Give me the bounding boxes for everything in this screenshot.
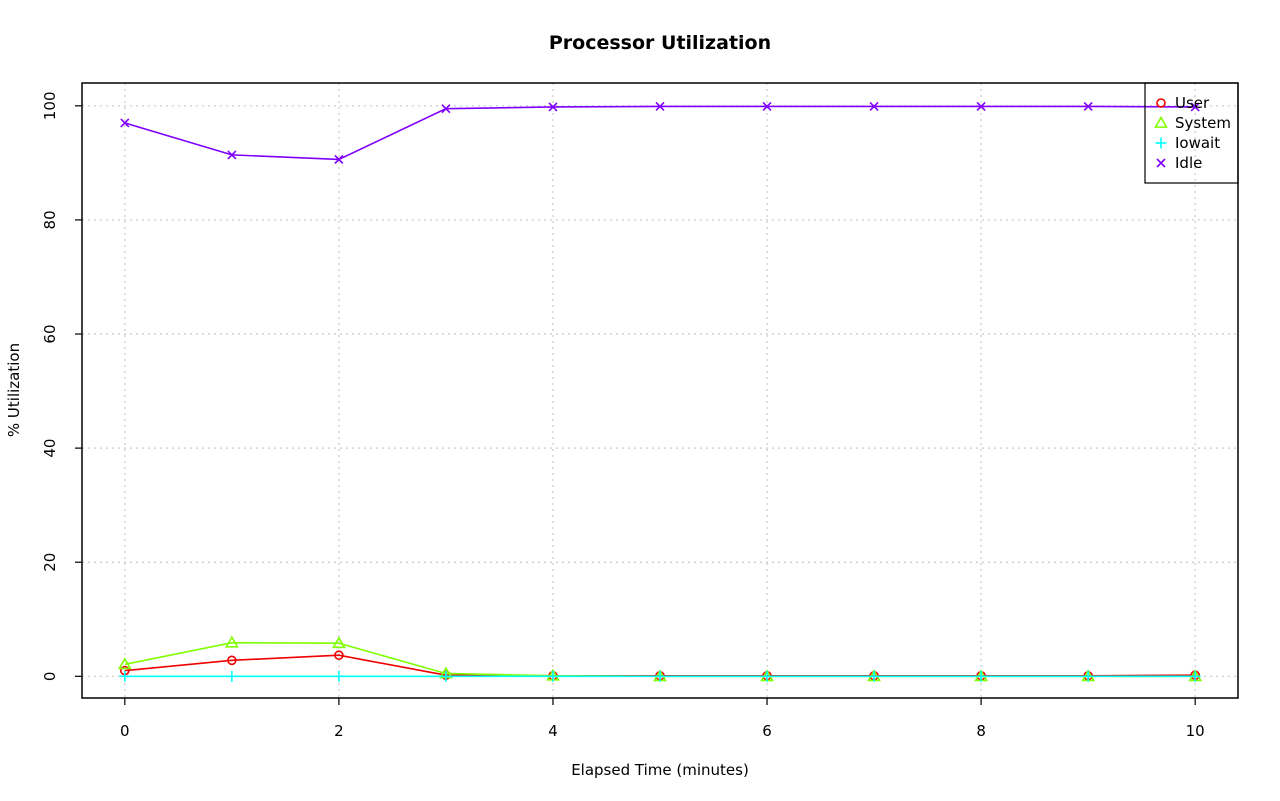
data-point-idle <box>334 154 344 165</box>
y-tick-label: 40 <box>41 439 59 458</box>
legend: User System Iowait Idle <box>1144 82 1239 184</box>
y-tick-label: 60 <box>41 324 59 343</box>
data-point-system <box>224 635 239 648</box>
data-point-idle <box>1190 102 1200 112</box>
x-tick-label: 10 <box>1186 722 1205 740</box>
data-point-iowait <box>654 670 666 682</box>
legend-marker-idle <box>1156 158 1166 168</box>
data-point-idle <box>655 101 665 111</box>
legend-label-iowait: Iowait <box>1175 134 1220 152</box>
data-point-iowait <box>761 670 773 682</box>
series-layer <box>117 101 1203 682</box>
legend-marker-user <box>1156 98 1166 108</box>
data-point-iowait <box>868 670 880 682</box>
data-point-idle <box>441 104 451 114</box>
legend-label-idle: Idle <box>1175 154 1202 172</box>
legend-label-system: System <box>1175 114 1231 132</box>
data-point-iowait <box>440 670 452 682</box>
legend-marker-system <box>1154 115 1168 128</box>
data-point-iowait <box>1189 670 1201 682</box>
data-point-idle <box>976 101 986 111</box>
plot-area <box>81 82 1239 699</box>
y-tick-label: 0 <box>41 672 59 682</box>
data-point-idle <box>762 101 772 111</box>
legend-item-iowait: Iowait <box>1155 134 1220 152</box>
data-point-iowait <box>333 670 345 682</box>
data-point-system <box>332 636 346 649</box>
data-point-user <box>227 655 237 666</box>
x-tick-label: 8 <box>976 722 986 740</box>
data-point-iowait <box>119 670 131 682</box>
data-point-iowait <box>547 670 559 682</box>
series-idle <box>120 101 1200 165</box>
legend-item-user: User <box>1156 94 1210 112</box>
legend-marker-iowait <box>1155 137 1167 149</box>
data-point-iowait <box>975 670 987 682</box>
series-iowait <box>119 670 1201 682</box>
data-point-iowait <box>1082 670 1094 682</box>
chart-title: Processor Utilization <box>549 32 771 54</box>
y-axis: 0 20 40 60 80 100 <box>41 91 82 681</box>
x-tick-label: 0 <box>120 722 130 740</box>
legend-label-user: User <box>1175 94 1210 112</box>
data-point-user <box>334 650 344 661</box>
y-axis-label: % Utilization <box>5 343 23 437</box>
y-tick-label: 80 <box>41 210 59 229</box>
x-tick-label: 4 <box>548 722 558 740</box>
y-tick-label: 20 <box>41 553 59 572</box>
legend-item-system: System <box>1154 114 1231 132</box>
data-point-idle <box>869 101 879 111</box>
data-point-idle <box>120 118 130 128</box>
grid <box>82 83 1238 698</box>
x-tick-label: 2 <box>334 722 344 740</box>
data-point-idle <box>227 150 237 160</box>
legend-box <box>1144 82 1239 184</box>
y-tick-label: 100 <box>41 91 59 120</box>
x-axis-label: Elapsed Time (minutes) <box>571 761 749 779</box>
data-point-system <box>117 657 132 670</box>
series-line-idle <box>124 105 1196 161</box>
data-point-idle <box>1083 101 1093 111</box>
data-point-iowait <box>226 670 238 682</box>
x-tick-label: 6 <box>762 722 772 740</box>
legend-item-idle: Idle <box>1156 154 1202 172</box>
x-axis: 0 2 4 6 8 10 <box>120 697 1205 740</box>
data-point-idle <box>548 102 558 112</box>
